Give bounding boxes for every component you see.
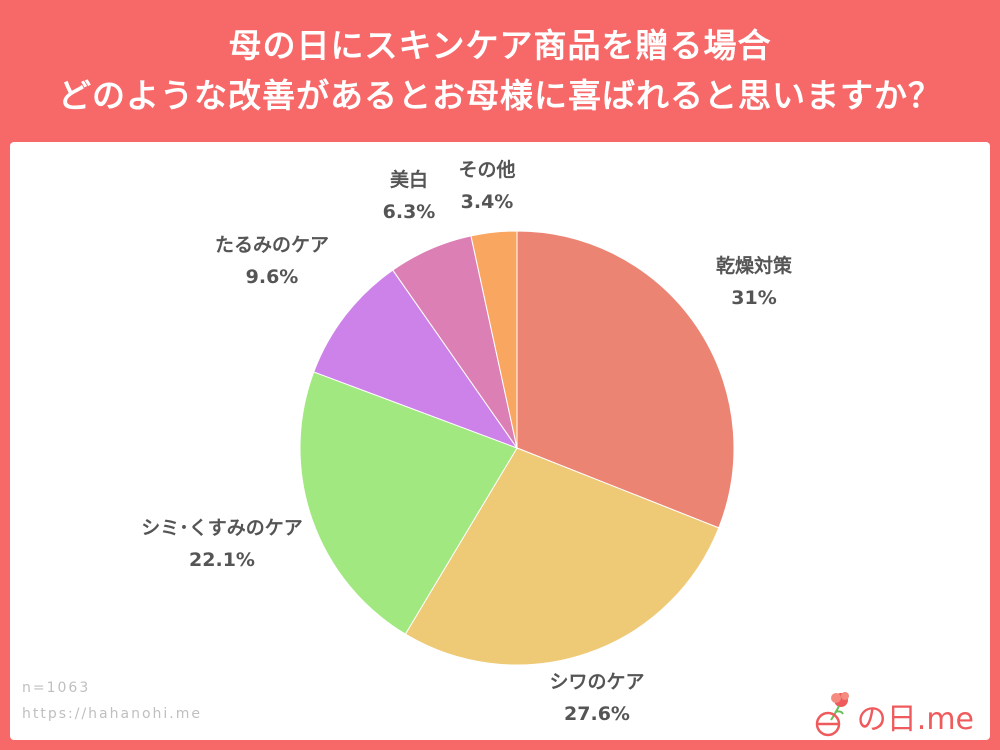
slice-label-2: シミ･くすみのケア xyxy=(141,517,303,539)
slice-label-3: たるみのケア xyxy=(215,234,329,256)
title-line-2: どのような改善があるとお母様に喜ばれると思いますか？ xyxy=(58,76,942,115)
pie-slice-0 xyxy=(516,230,735,529)
slice-value-0: 31% xyxy=(731,287,776,309)
pie-slice-1 xyxy=(404,447,720,666)
source-url[interactable]: https://hahanohi.me xyxy=(22,706,202,722)
slice-value-2: 22.1% xyxy=(189,549,255,571)
pie-slice-3 xyxy=(313,269,519,450)
logo-text: の日.me xyxy=(856,702,974,737)
slice-label-5: その他 xyxy=(458,158,515,181)
slice-label-0: 乾燥対策 xyxy=(716,254,793,277)
logo: の日.me xyxy=(811,690,974,738)
slice-value-5: 3.4% xyxy=(461,191,514,213)
carnation-logo-icon xyxy=(815,692,849,737)
slice-label-4: 美白 xyxy=(390,168,428,191)
title-band: 母の日にスキンケア商品を贈る場合 どのような改善があるとお母様に喜ばれると思いま… xyxy=(0,0,1000,142)
slice-value-4: 6.3% xyxy=(383,201,436,223)
slice-value-1: 27.6% xyxy=(564,703,630,725)
title-line-1: 母の日にスキンケア商品を贈る場合 xyxy=(228,26,772,65)
pie-slice-2 xyxy=(299,371,518,635)
sample-size: n=1063 xyxy=(22,680,91,696)
slice-label-1: シワのケア xyxy=(549,671,644,693)
pie-slice-5 xyxy=(470,230,518,449)
slice-value-3: 9.6% xyxy=(246,266,299,288)
